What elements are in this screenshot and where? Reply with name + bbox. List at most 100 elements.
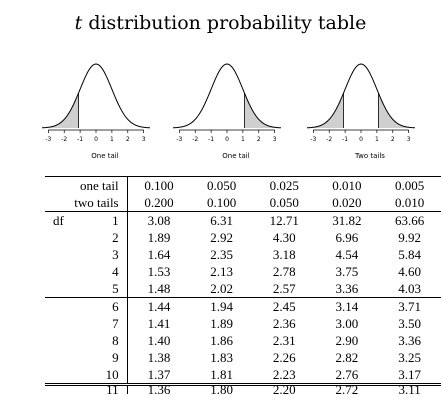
critical-value: 3.17 — [378, 366, 441, 386]
critical-value: 6.31 — [210, 213, 233, 228]
critical-value: 3.36 — [398, 333, 421, 348]
x-axis-tick-label: 2 — [257, 136, 261, 143]
critical-value: 2.92 — [210, 230, 233, 245]
density-curve-plot: -3 -2 -1 0 1 2 3 — [172, 63, 282, 143]
critical-value: 3.36 — [315, 280, 379, 298]
two-tails-prob: 0.020 — [315, 194, 379, 212]
x-axis-tick-label: -1 — [208, 136, 214, 143]
critical-value: 2.20 — [272, 384, 296, 395]
critical-value: 3.14 — [335, 299, 359, 314]
critical-value: 2.31 — [272, 333, 296, 348]
df-value: 10 — [88, 366, 128, 386]
x-axis-tick-label: -2 — [326, 136, 332, 143]
critical-value: 4.54 — [335, 247, 359, 262]
x-axis-tick-label: 0 — [359, 136, 363, 143]
x-axis-tick-label: 3 — [407, 136, 411, 143]
density-curve — [306, 63, 416, 129]
df-label: df — [53, 213, 64, 228]
df-label — [45, 263, 89, 280]
critical-value: 2.35 — [210, 247, 233, 262]
table-row: 7 1.41 1.89 2.36 3.00 3.50 — [45, 315, 441, 332]
critical-value: 1.89 — [126, 229, 191, 246]
one-tail-prob: 0.050 — [190, 176, 253, 194]
df-value: 3 — [112, 247, 119, 262]
x-axis-tick-label: 1 — [241, 136, 245, 143]
t-table-grid: one tail 0.100 0.050 0.025 0.010 0.005 two tai… — [45, 176, 441, 394]
table-row: 8 1.40 1.86 2.31 2.90 3.36 — [45, 332, 441, 349]
critical-value: 6.96 — [335, 230, 359, 245]
two-tails-prob: 0.200 — [126, 194, 191, 212]
critical-value: 3.11 — [398, 384, 421, 395]
title-variable: t — [74, 12, 83, 34]
curve-caption: Two tails — [355, 152, 385, 160]
curve-panel: -3 -2 -1 0 1 2 3 One tail — [166, 50, 306, 170]
shaded-tail-area — [378, 93, 415, 128]
critical-value: 2.13 — [210, 264, 233, 279]
x-axis-tick-label: -3 — [45, 136, 51, 143]
critical-value: 4.03 — [378, 280, 441, 298]
x-axis-tick-label: 0 — [94, 136, 98, 143]
critical-value: 1.41 — [126, 315, 191, 332]
critical-value: 1.89 — [210, 316, 233, 331]
two-tails-header-row: two tails 0.200 0.100 0.050 0.020 0.010 — [45, 194, 441, 212]
df-value: 2 — [112, 230, 119, 245]
df-value: 9 — [112, 350, 119, 365]
critical-value: 3.18 — [272, 247, 296, 262]
df-label — [45, 298, 89, 316]
x-axis-tick-label: 2 — [391, 136, 395, 143]
df-label — [45, 366, 89, 386]
density-curve — [172, 63, 282, 129]
shaded-tail-area — [42, 93, 79, 128]
critical-value: 1.81 — [190, 366, 253, 386]
x-axis-tick-label: 3 — [273, 136, 277, 143]
table-row: 11 1.36 1.80 2.20 2.72 3.11 — [45, 384, 441, 395]
critical-value: 2.78 — [272, 264, 296, 279]
x-axis-tick-label: 3 — [142, 136, 146, 143]
density-curve — [41, 63, 151, 129]
df-label — [45, 246, 89, 263]
critical-value: 4.30 — [272, 230, 296, 245]
table-row: 4 1.53 2.13 2.78 3.75 4.60 — [45, 263, 441, 280]
one-tail-prob: 0.010 — [315, 176, 379, 194]
critical-value: 1.37 — [126, 366, 191, 386]
critical-value: 2.45 — [272, 299, 296, 314]
critical-value: 1.80 — [210, 384, 233, 395]
distribution-curves: -3 -2 -1 0 1 2 3 One tail -3 -2 -1 0 1 2 3 One tail -3 -2… — [0, 50, 441, 170]
table-row: 3 1.64 2.35 3.18 4.54 5.84 — [45, 246, 441, 263]
df-value: 6 — [112, 299, 119, 314]
density-curve-plot: -3 -2 -1 0 1 2 3 — [306, 63, 416, 143]
critical-value: 2.76 — [315, 366, 379, 386]
two-tails-prob: 0.010 — [378, 194, 441, 212]
df-value: 11 — [106, 384, 119, 395]
critical-value: 1.36 — [126, 384, 191, 394]
critical-value: 2.90 — [335, 333, 359, 348]
two-tails-prob: 0.100 — [190, 194, 253, 212]
page-title: t distribution probability table — [0, 12, 441, 34]
df-value: 7 — [112, 316, 119, 331]
one-tail-prob: 0.100 — [126, 176, 191, 194]
one-tail-label: one tail — [45, 176, 128, 194]
curve-caption: One tail — [91, 152, 119, 160]
critical-value: 5.84 — [398, 247, 421, 262]
x-axis-tick-label: 1 — [110, 136, 114, 143]
curve-panel: -3 -2 -1 0 1 2 3 One tail — [35, 50, 175, 170]
x-axis-tick-label: -2 — [192, 136, 198, 143]
critical-value: 1.40 — [126, 332, 191, 349]
one-tail-header-row: one tail 0.100 0.050 0.025 0.010 0.005 — [45, 176, 441, 194]
critical-value: 3.71 — [398, 299, 421, 314]
critical-value: 1.53 — [126, 263, 191, 280]
x-axis-tick-label: 0 — [225, 136, 229, 143]
x-axis-tick-label: -1 — [77, 136, 83, 143]
df-label — [45, 280, 89, 298]
df-value: 8 — [112, 333, 119, 348]
two-tails-prob: 0.050 — [252, 194, 316, 212]
critical-value: 9.92 — [398, 230, 421, 245]
one-tail-prob: 0.025 — [252, 176, 316, 194]
critical-value: 3.75 — [335, 264, 359, 279]
x-axis-tick-label: 1 — [375, 136, 379, 143]
critical-value: 2.02 — [190, 280, 253, 298]
critical-value: 2.82 — [335, 350, 359, 365]
shaded-tail-area — [244, 93, 281, 128]
table-row: 9 1.38 1.83 2.26 2.82 3.25 — [45, 349, 441, 366]
one-tail-prob: 0.005 — [378, 176, 441, 194]
